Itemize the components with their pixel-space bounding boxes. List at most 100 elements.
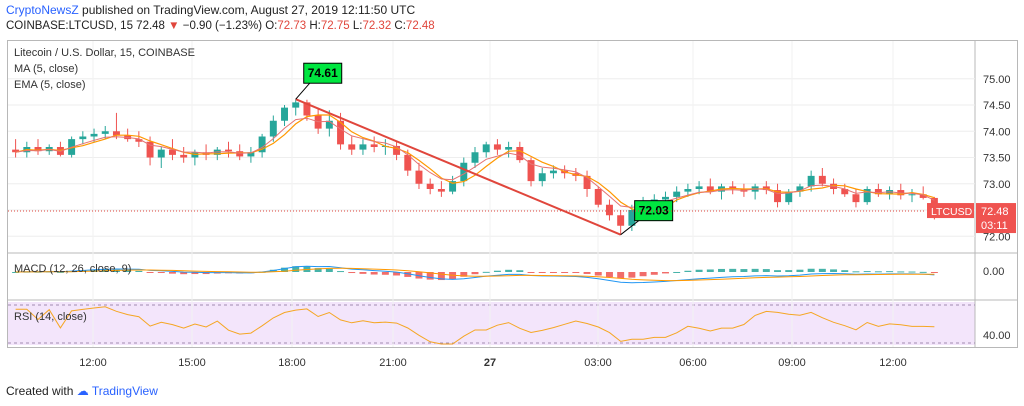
ohlc-high: 72.75 (320, 20, 350, 32)
candle-body (34, 147, 42, 152)
candle-body (258, 136, 266, 153)
macd-histogram-bar (897, 271, 905, 273)
macd-histogram-bar (348, 272, 356, 274)
candle-body (471, 152, 479, 163)
x-tick-label: 18:00 (278, 357, 306, 369)
macd-histogram-bar (852, 271, 860, 273)
macd-histogram-bar (146, 272, 154, 273)
candle-body (79, 136, 87, 140)
y-tick-label: 75.00 (983, 74, 1011, 86)
high-callout: 74.61 (295, 62, 343, 100)
macd-histogram-bar (168, 272, 176, 274)
created-with-label: Created with (6, 384, 74, 398)
candle-body (807, 175, 815, 187)
candle-body (135, 139, 143, 142)
macd-legend: MACD (12, 26, close, 9) (14, 263, 131, 275)
macd-histogram-bar (527, 272, 535, 273)
macd-histogram-bar (841, 270, 849, 272)
y-tick-label: 73.00 (983, 179, 1011, 191)
symbol-line: COINBASE:LTCUSD, 15 72.48 ▼ −0.90 (−1.23… (6, 20, 435, 32)
signal-line (15, 267, 935, 282)
candle-body (236, 151, 244, 157)
macd-histogram-bar (12, 272, 20, 273)
macd-histogram-bar (874, 271, 882, 273)
candle-body (12, 149, 20, 153)
candle-body (325, 120, 333, 129)
macd-histogram-bar (930, 272, 938, 273)
macd-histogram-bar (785, 270, 793, 272)
macd-histogram-bar (706, 269, 714, 272)
macd-histogram-bar (325, 268, 333, 272)
macd-histogram-bar (684, 270, 692, 272)
trend-line (295, 98, 622, 236)
candle-body (404, 154, 412, 171)
candle-body (482, 144, 490, 153)
candle-body (852, 194, 860, 203)
ema-line (15, 117, 935, 208)
macd-histogram-bar (695, 269, 703, 272)
candle-body (774, 190, 782, 203)
macd-histogram-bar (718, 268, 725, 272)
price-change: −0.90 (−1.23%) (182, 20, 263, 32)
macd-histogram-bar (662, 272, 669, 274)
macd-histogram-bar (774, 270, 782, 272)
candle-body (538, 173, 546, 182)
candle-body (146, 141, 154, 158)
macd-histogram-bar (796, 269, 804, 272)
high-callout-box (303, 62, 343, 84)
x-axis-labels: 12:00 15:00 18:00 21:00 27 03:00 06:00 09:00 12:… (79, 357, 907, 369)
macd-histogram-bar (919, 271, 927, 273)
moving-averages (15, 114, 935, 213)
candle-body (101, 131, 109, 134)
tradingview-link[interactable]: TradingView (91, 384, 158, 398)
ohlc-open: 72.73 (277, 20, 307, 32)
candle-body (662, 196, 669, 200)
publisher-name[interactable]: CryptoNewsZ (6, 3, 79, 17)
macd-histogram-bar (516, 270, 524, 272)
macd-histogram-bar (292, 266, 300, 272)
macd-histogram-bar (135, 270, 143, 272)
candle-body (874, 189, 882, 195)
x-tick-label: 12:00 (879, 357, 907, 369)
candle-body (863, 189, 871, 203)
macd-histogram-bar (572, 272, 580, 273)
candle-body (583, 175, 591, 189)
y-tick-label: 73.50 (983, 153, 1011, 165)
x-tick-label: 27 (484, 357, 496, 369)
y-tick-label: 74.50 (983, 100, 1011, 112)
x-tick-label: 15:00 (178, 357, 206, 369)
publish-line: CryptoNewsZ published on TradingView.com… (6, 3, 415, 17)
candle-body (684, 189, 692, 192)
down-arrow-icon: ▼ (168, 20, 180, 32)
candle-body (292, 102, 300, 108)
candle-body (348, 144, 356, 150)
macd-histogram-bar (538, 272, 546, 273)
candle-body (393, 145, 401, 155)
macd-histogram-bar (650, 272, 658, 275)
macd-histogram-bar (281, 267, 288, 272)
rsi-band (8, 302, 975, 345)
x-tick-label: 03:00 (584, 357, 612, 369)
macd-histogram-bar (594, 272, 602, 276)
symbol-label: COINBASE:LTCUSD, 15 (6, 20, 133, 32)
y-tick-label: 74.00 (983, 126, 1011, 138)
macd-histogram-bar (124, 270, 132, 272)
macd-histogram-bar (337, 271, 345, 273)
macd-histogram-bar (863, 271, 871, 273)
countdown-label: 03:11 (981, 220, 1008, 232)
chart-frame (7, 40, 1018, 348)
candle-body (908, 194, 916, 196)
macd-histogram-bar (908, 271, 916, 273)
macd-histogram-bar (729, 268, 737, 272)
candle-body (247, 152, 255, 157)
low-callout-pointer (620, 220, 639, 236)
candle-body (359, 144, 367, 150)
ohlc-o-label: O: (265, 20, 278, 32)
candle-body (168, 149, 176, 155)
candle-body (303, 102, 311, 116)
candle-body (796, 186, 804, 192)
macd-histogram-bar (605, 272, 613, 278)
footer: Created with ☁ TradingView (6, 384, 158, 398)
candle-body (594, 189, 602, 205)
